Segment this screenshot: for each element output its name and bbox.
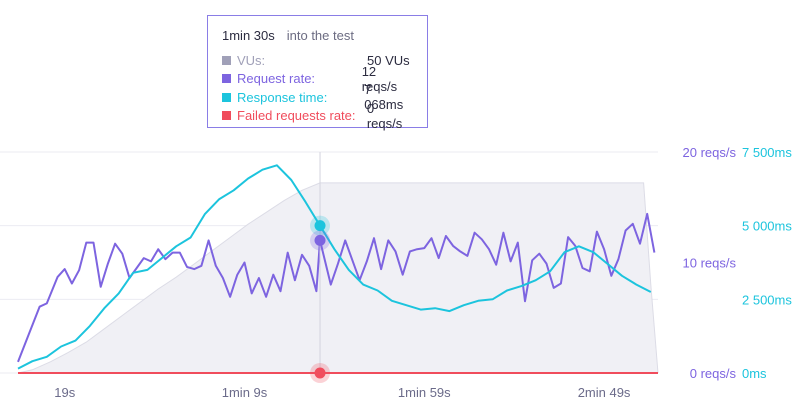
x-tick-label: 19s [54, 385, 75, 400]
response_time-line [17, 164, 652, 370]
tooltip-time-suffix: into the test [286, 28, 354, 43]
x-tick-label: 1min 9s [222, 385, 268, 400]
response-time-tick-label: 2 500ms [742, 292, 792, 307]
tooltip-value: 50 VUs [367, 52, 410, 68]
tooltip-time: 1min 30s [222, 28, 275, 43]
chart-tooltip: 1min 30s into the test VUs: 50 VUs Reque… [207, 15, 428, 131]
hover-indicator [310, 152, 331, 383]
tooltip-row-response-time: Response time: 7 068ms [222, 82, 413, 112]
tooltip-value: 0 reqs/s [366, 100, 403, 131]
vus-area-edge [17, 182, 659, 374]
tooltip-value: 12 reqs/s [361, 63, 398, 94]
response-time-tick-label: 0ms [742, 366, 767, 381]
response-time-legend-swatch [222, 92, 231, 102]
response-time-tick-label: 7 500ms [742, 145, 792, 160]
x-tick-label: 1min 59s [398, 385, 451, 400]
tooltip-row-request-rate: Request rate: 12 reqs/s [222, 64, 413, 94]
request-rate-tick-label: 20 reqs/s [683, 145, 737, 160]
vus-area [18, 182, 658, 373]
tooltip-row-vus: VUs: 50 VUs [222, 51, 413, 70]
vus-legend-swatch [222, 55, 231, 65]
chart-series [17, 164, 659, 374]
request-rate-tick-label: 10 reqs/s [683, 256, 737, 271]
failed-rate-legend-swatch [222, 111, 231, 121]
tooltip-label: Response time: [237, 89, 328, 105]
left-axis-ticks: 0 reqs/s 10 reqs/s 20 reqs/s [683, 145, 737, 381]
failed_rate-hover-dot [314, 367, 326, 379]
right-axis-ticks: 0ms 2 500ms 5 000ms 7 500ms [742, 145, 792, 381]
request_rate-hover-dot [314, 234, 326, 246]
tooltip-value: 7 068ms [364, 82, 404, 113]
x-axis-ticks: 19s 1min 9s 1min 59s 2min 49s [54, 385, 631, 400]
response-time-tick-label: 5 000ms [742, 219, 792, 234]
x-tick-label: 2min 49s [578, 385, 631, 400]
tooltip-label: VUs: [237, 52, 266, 68]
tooltip-label: Request rate: [237, 71, 316, 87]
tooltip-row-failed-requests: Failed requests rate: 0 reqs/s [222, 101, 413, 131]
tooltip-label: Failed requests rate: [237, 108, 356, 124]
request-rate-tick-label: 0 reqs/s [690, 366, 737, 381]
response_time-hover-dot [314, 220, 326, 232]
request-rate-legend-swatch [222, 74, 231, 84]
